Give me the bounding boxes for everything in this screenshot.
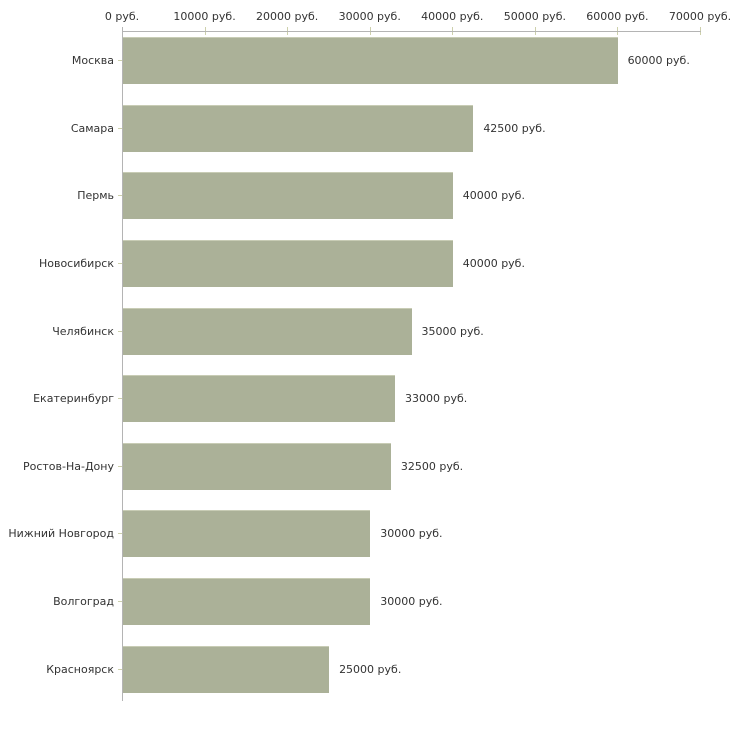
- value-label: 32500 руб.: [400, 459, 464, 473]
- value-label: 40000 руб.: [462, 256, 525, 270]
- category-label: Ростов-На-Дону: [22, 459, 114, 473]
- value-label: 30000 руб.: [380, 527, 443, 541]
- category-label: Волгоград: [53, 595, 114, 609]
- x-tick-label: 40000 руб.: [421, 10, 484, 23]
- bar: [123, 645, 330, 693]
- bar-row: Нижний Новгород 30000 руб.: [8, 510, 700, 578]
- x-tick-label: 20000 руб.: [256, 10, 319, 23]
- category-label: Нижний Новгород: [8, 527, 114, 541]
- value-label: 40000 руб.: [462, 189, 525, 203]
- bar: [123, 510, 371, 558]
- bar-row: Новосибирск 40000 руб.: [39, 239, 700, 308]
- value-label: 60000 руб.: [627, 54, 690, 67]
- category-tick: [118, 398, 122, 400]
- bar-row: Пермь 40000 руб.: [77, 172, 700, 240]
- x-axis-tick-labels: 0 руб. 10000 руб. 20000 руб. 30000 руб. 4000…: [105, 10, 730, 24]
- category-tick: [118, 60, 122, 61]
- bar: [123, 104, 474, 152]
- category-label: Москва: [71, 54, 114, 67]
- bar-row: Челябинск 35000 руб.: [52, 307, 700, 376]
- category-tick: [118, 465, 122, 467]
- x-tick-label: 10000 руб.: [173, 10, 236, 23]
- category-tick: [118, 533, 122, 535]
- category-label: Пермь: [77, 189, 114, 203]
- category-label: Новосибирск: [38, 256, 114, 270]
- bar-row: Волгоград 30000 руб.: [53, 578, 700, 646]
- bar-row: Самара 42500 руб.: [71, 104, 700, 173]
- bar: [123, 307, 412, 355]
- category-tick: [118, 668, 122, 670]
- bar-row: Москва 60000 руб.: [72, 37, 700, 105]
- category-tick: [118, 195, 122, 197]
- category-tick: [118, 127, 122, 129]
- x-tick-label: 30000 руб.: [338, 10, 401, 23]
- bar: [123, 578, 371, 626]
- bar-rows: Москва 60000 руб. Самара 42500 руб. Пермь 400…: [8, 37, 700, 714]
- value-label: 25000 руб.: [339, 662, 402, 676]
- bar-row: Екатеринбург 33000 руб.: [33, 375, 700, 443]
- category-tick: [118, 601, 122, 603]
- value-label: 33000 руб.: [405, 392, 468, 406]
- bar: [123, 239, 453, 287]
- bar-row: Красноярск 25000 руб.: [46, 645, 700, 714]
- category-label: Екатеринбург: [33, 392, 114, 406]
- x-tick-label: 0 руб.: [104, 10, 140, 23]
- category-label: Самара: [70, 121, 114, 135]
- x-tick-label: 50000 руб.: [503, 10, 566, 23]
- bar: [123, 37, 618, 84]
- y-axis-line: [122, 31, 123, 701]
- category-tick: [118, 262, 122, 264]
- category-label: Челябинск: [52, 324, 114, 338]
- x-tick-label: 60000 руб.: [586, 10, 649, 23]
- bar: [123, 442, 391, 490]
- value-label: 42500 руб.: [483, 121, 546, 135]
- category-label: Красноярск: [46, 662, 114, 676]
- bar: [123, 172, 453, 220]
- category-tick: [118, 330, 122, 332]
- bar-row: Ростов-На-Дону 32500 руб.: [23, 442, 700, 511]
- value-label: 35000 руб.: [421, 324, 484, 338]
- x-tick-label: 70000 руб.: [668, 10, 730, 23]
- x-axis-line: [122, 31, 701, 32]
- value-label: 30000 руб.: [380, 595, 443, 609]
- bar: [123, 375, 395, 423]
